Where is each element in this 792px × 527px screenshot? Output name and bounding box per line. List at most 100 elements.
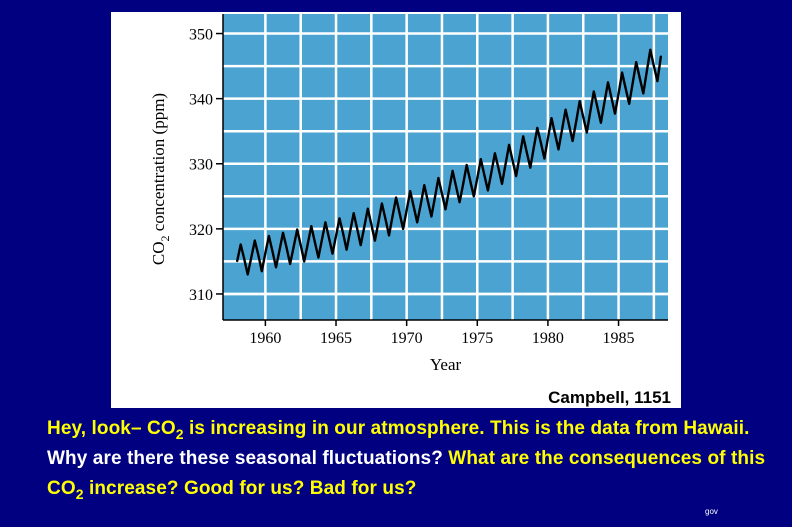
co2-data-point [271, 250, 274, 252]
co2-data-point [416, 221, 419, 224]
co2-data-point [419, 203, 422, 206]
x-tick-label: 1965 [320, 330, 352, 347]
co2-data-point [236, 260, 239, 263]
co2-data-point [614, 112, 616, 115]
co2-data-point [490, 171, 493, 174]
y-tick-label: 350 [189, 27, 213, 44]
co2-data-point [423, 184, 426, 187]
co2-data-point [412, 205, 415, 208]
co2-data-point [610, 97, 613, 99]
co2-data-point [434, 196, 436, 199]
x-tick-label: 1975 [461, 330, 493, 347]
co2-chart: 1960 1965 1970 1975 1980 1985 310 320 330 340 350 Y… [149, 14, 668, 374]
co2-data-point [497, 167, 500, 170]
co2-data-point [359, 244, 362, 247]
x-tick-label: 1980 [532, 330, 564, 347]
co2-data-point [550, 117, 553, 120]
co2-data-point [335, 235, 337, 237]
co2-data-point [547, 137, 549, 140]
co2-data-point [444, 208, 447, 211]
y-tick-label: 310 [189, 287, 213, 304]
co2-data-point [599, 121, 602, 124]
co2-data-point [430, 215, 433, 218]
co2-data-point [628, 102, 631, 105]
co2-data-point [313, 240, 316, 243]
co2-data-point [479, 158, 482, 161]
y-tick-label: 320 [189, 222, 213, 239]
co2-data-point [483, 173, 486, 176]
co2-data-point [402, 227, 405, 230]
co2-data-point [486, 189, 489, 192]
co2-data-point [589, 110, 592, 113]
co2-data-point [656, 80, 659, 82]
co2-data-point [338, 217, 341, 220]
co2-data-point [373, 239, 376, 242]
co2-data-point [642, 92, 645, 95]
co2-data-point [539, 142, 542, 144]
co2-data-point [451, 170, 454, 172]
caption-text: Hey, look– CO2 is increasing in our atmo… [47, 414, 767, 504]
co2-data-point [564, 108, 567, 111]
caption-part-4: What are the consequences of this CO [47, 448, 766, 499]
co2-data-point [324, 221, 327, 224]
co2-data-point [317, 256, 320, 259]
co2-data-point [532, 146, 535, 149]
co2-data-point [543, 157, 546, 160]
co2-data-point [320, 239, 323, 241]
co2-data-point [592, 90, 595, 93]
co2-data-point [352, 212, 355, 215]
co2-data-point [356, 227, 359, 230]
co2-data-point [391, 215, 394, 218]
co2-data-point [631, 82, 634, 84]
co2-data-point [585, 131, 588, 134]
co2-data-point [377, 221, 380, 224]
co2-data-point [246, 273, 249, 276]
y-axis-label: CO2 concentration (ppm) [149, 93, 172, 265]
co2-data-point [515, 175, 518, 178]
co2-data-point [578, 100, 581, 103]
co2-data-point [660, 55, 662, 58]
co2-data-point [260, 270, 263, 273]
co2-data-point [635, 61, 638, 64]
caption-part-5: increase? Good for us? Bad for us? [83, 478, 417, 499]
co2-data-point [264, 252, 267, 254]
co2-data-point [253, 239, 256, 242]
co2-data-point [472, 195, 475, 198]
co2-data-point [426, 199, 429, 202]
co2-data-point [381, 202, 383, 205]
caption-part-2: is increasing in our atmosphere. This is… [183, 418, 750, 439]
co2-data-point [405, 209, 408, 211]
co2-data-point [292, 246, 295, 248]
co2-data-point [285, 246, 288, 249]
co2-data-point [638, 76, 641, 79]
co2-data-point [303, 260, 306, 263]
co2-data-point [448, 189, 450, 192]
figure-panel: 1960 1965 1970 1975 1980 1985 310 320 330 340 350 Y… [111, 12, 681, 408]
x-tick-label: 1970 [391, 330, 423, 347]
co2-data-point [342, 232, 344, 235]
co2-data-point [366, 207, 369, 210]
co2-data-point [596, 106, 599, 109]
co2-data-point [476, 177, 479, 179]
co2-data-point [306, 242, 309, 245]
co2-data-point [607, 81, 609, 84]
co2-data-point [409, 190, 412, 192]
co2-data-point [568, 124, 571, 127]
caption-sub-2: 2 [75, 486, 84, 502]
co2-data-point [652, 65, 655, 67]
co2-data-point [624, 87, 627, 90]
co2-data-point [310, 225, 313, 228]
co2-data-point [504, 163, 507, 166]
co2-data-point [554, 132, 556, 135]
co2-data-point [582, 115, 585, 118]
co2-data-point [289, 263, 292, 265]
co2-data-point [250, 256, 253, 259]
co2-data-point [370, 223, 373, 226]
caption-part-3: Why are there these seasonal fluctuation… [47, 448, 443, 469]
caption-part-1: Hey, look– CO [47, 418, 176, 439]
caption-sub-1: 2 [175, 426, 184, 442]
co2-data-point [239, 243, 242, 246]
y-tick-label: 340 [189, 92, 213, 109]
co2-data-point [522, 135, 525, 138]
co2-data-point [349, 230, 352, 233]
